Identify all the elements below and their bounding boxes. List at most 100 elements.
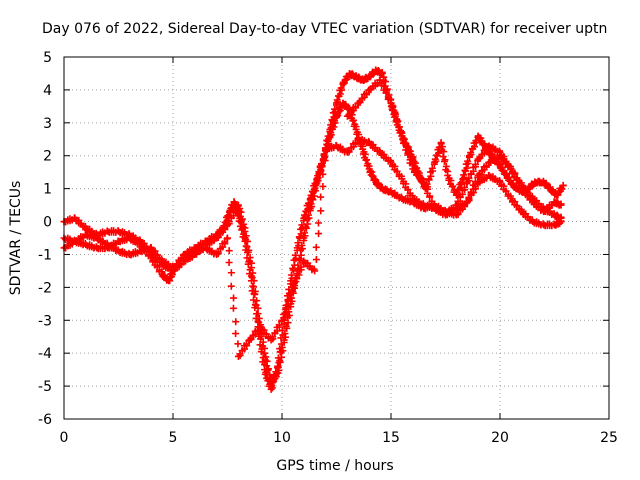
data-point [298, 241, 306, 249]
data-point [312, 256, 320, 264]
data-point [297, 263, 305, 271]
data-point [294, 239, 302, 247]
data-point [232, 318, 240, 326]
y-tick-label: -3 [38, 313, 52, 329]
data-point [467, 149, 475, 157]
data-point [224, 234, 231, 242]
data-point [318, 160, 326, 168]
data-point [382, 89, 390, 97]
data-point [319, 182, 327, 190]
y-tick-label: -2 [38, 280, 52, 296]
data-point [465, 174, 473, 182]
data-point [324, 132, 332, 140]
y-tick-label: -4 [38, 346, 52, 362]
data-point [312, 243, 320, 251]
data-point [437, 139, 445, 147]
y-tick-label: 2 [43, 149, 52, 165]
data-point [241, 227, 249, 235]
data-point [465, 152, 473, 160]
data-point [331, 105, 339, 113]
data-point [448, 183, 456, 191]
data-point [431, 155, 439, 163]
data-point [337, 84, 345, 92]
data-point [314, 219, 322, 227]
data-point [251, 290, 259, 298]
y-tick-label: -5 [38, 379, 52, 395]
data-point [304, 211, 312, 219]
data-point [282, 322, 290, 330]
data-point [227, 282, 235, 290]
data-point [274, 363, 282, 371]
data-point [317, 193, 325, 201]
x-tick-label: 0 [60, 430, 69, 446]
data-point [250, 277, 258, 285]
data-point [559, 181, 567, 189]
series-pass-d [343, 76, 567, 199]
data-point [234, 201, 242, 209]
data-points [60, 66, 567, 393]
y-tick-label: 1 [43, 182, 52, 198]
data-point [278, 343, 286, 351]
data-point [257, 333, 265, 341]
data-point [229, 304, 237, 312]
series-pass-b [60, 66, 565, 387]
data-point [232, 330, 240, 338]
data-point [244, 248, 252, 256]
data-point [426, 193, 434, 201]
x-tick-label: 20 [491, 430, 509, 446]
plot-frame [63, 56, 610, 420]
x-axis-label: GPS time / hours [276, 458, 393, 474]
data-point [423, 180, 431, 188]
data-point [557, 201, 565, 209]
data-point [257, 348, 265, 356]
x-tick-label: 25 [600, 430, 618, 446]
data-point [513, 176, 521, 184]
data-point [269, 333, 277, 341]
data-point [349, 117, 357, 125]
y-tick-label: -6 [38, 412, 52, 428]
data-point [362, 156, 370, 164]
data-point [319, 170, 327, 178]
data-point [471, 160, 479, 168]
data-point [311, 184, 319, 192]
data-point [232, 206, 240, 214]
y-tick-label: -1 [38, 247, 52, 263]
data-point [311, 267, 319, 275]
data-point [254, 310, 262, 318]
data-point [243, 243, 251, 251]
data-point [464, 157, 472, 165]
data-point [238, 216, 246, 224]
data-point [261, 349, 269, 357]
data-point [249, 283, 257, 291]
data-point [281, 330, 289, 338]
data-point [395, 123, 403, 131]
x-tick-label: 5 [169, 430, 178, 446]
data-point [404, 186, 412, 194]
data-point [471, 178, 479, 186]
data-point [378, 69, 386, 77]
y-tick-label: 4 [43, 83, 52, 99]
data-point [286, 291, 294, 299]
data-point [460, 171, 468, 179]
chart-title: Day 076 of 2022, Sidereal Day-to-day VTE… [42, 21, 607, 37]
data-point [327, 121, 335, 129]
data-point [225, 247, 233, 255]
data-point [465, 193, 473, 201]
data-point [307, 200, 315, 208]
data-point [275, 321, 283, 329]
data-point [317, 207, 325, 215]
y-axis-label: SDTVAR / TECUs [8, 181, 24, 296]
data-point [557, 214, 565, 222]
data-point [454, 197, 462, 205]
axis-ticks: 0 5 10 15 20 25 -6 -5 -4 -3 -2 -1 0 1 2 3 4 5 [38, 50, 618, 446]
data-point [301, 229, 309, 237]
data-point [440, 158, 448, 166]
data-point [290, 279, 298, 287]
y-tick-label: 3 [43, 116, 52, 132]
data-point [234, 340, 242, 348]
data-point [281, 309, 289, 317]
data-point [333, 96, 341, 104]
data-point [287, 271, 295, 279]
data-point [227, 269, 235, 277]
